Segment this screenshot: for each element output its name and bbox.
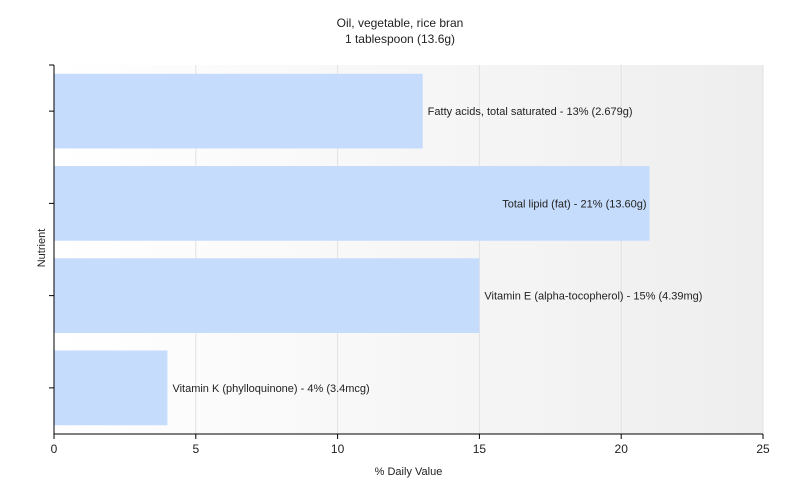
bar-data-label: Vitamin E (alpha-tocopherol) - 15% (4.39… <box>484 291 702 303</box>
x-axis-label: % Daily Value <box>374 466 443 478</box>
x-tick-label: 25 <box>756 442 770 456</box>
bar-data-label: Fatty acids, total saturated - 13% (2.67… <box>428 106 633 118</box>
x-tick-label: 20 <box>615 442 629 456</box>
x-tick-label: 5 <box>192 442 199 456</box>
bar <box>54 258 480 333</box>
bar-data-label: Total lipid (fat) - 21% (13.60g) <box>502 198 646 210</box>
bar-data-label: Vitamin K (phylloquinone) - 4% (3.4mcg) <box>172 383 369 395</box>
bar <box>54 350 168 426</box>
x-tick-label: 0 <box>51 442 58 456</box>
y-axis-label: Nutrient <box>36 228 48 268</box>
chart-subtitle: 1 tablespoon (13.6g) <box>344 32 456 46</box>
bar <box>54 166 650 241</box>
bar <box>54 73 423 149</box>
x-tick-label: 15 <box>473 442 487 456</box>
chart-title: Oil, vegetable, rice bran <box>336 16 464 30</box>
x-tick-label: 10 <box>331 442 345 456</box>
